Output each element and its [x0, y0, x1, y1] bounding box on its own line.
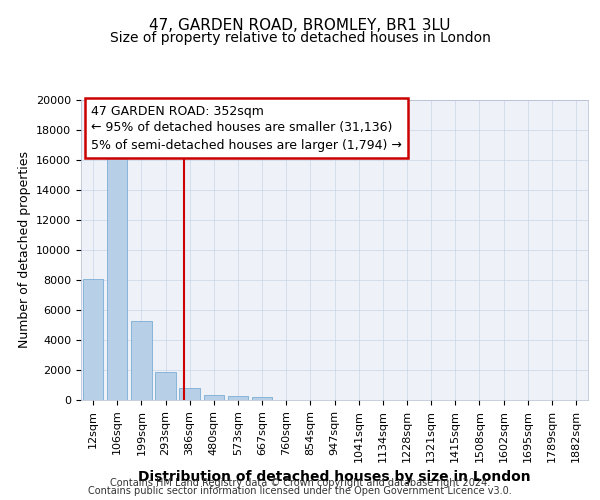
Bar [155, 372, 176, 400]
Text: Contains HM Land Registry data © Crown copyright and database right 2024.: Contains HM Land Registry data © Crown c… [110, 478, 490, 488]
Y-axis label: Number of detached properties: Number of detached properties [17, 152, 31, 348]
Bar [83, 278, 103, 400]
X-axis label: Distribution of detached houses by size in London: Distribution of detached houses by size … [138, 470, 531, 484]
Text: Size of property relative to detached houses in London: Size of property relative to detached ho… [110, 31, 490, 45]
Bar [227, 396, 248, 400]
Bar [107, 152, 127, 400]
Bar [252, 396, 272, 400]
Text: 47 GARDEN ROAD: 352sqm
← 95% of detached houses are smaller (31,136)
5% of semi-: 47 GARDEN ROAD: 352sqm ← 95% of detached… [91, 104, 402, 152]
Bar [203, 395, 224, 400]
Text: Contains public sector information licensed under the Open Government Licence v3: Contains public sector information licen… [88, 486, 512, 496]
Bar [131, 320, 152, 400]
Text: 47, GARDEN ROAD, BROMLEY, BR1 3LU: 47, GARDEN ROAD, BROMLEY, BR1 3LU [149, 18, 451, 32]
Bar [179, 388, 200, 400]
